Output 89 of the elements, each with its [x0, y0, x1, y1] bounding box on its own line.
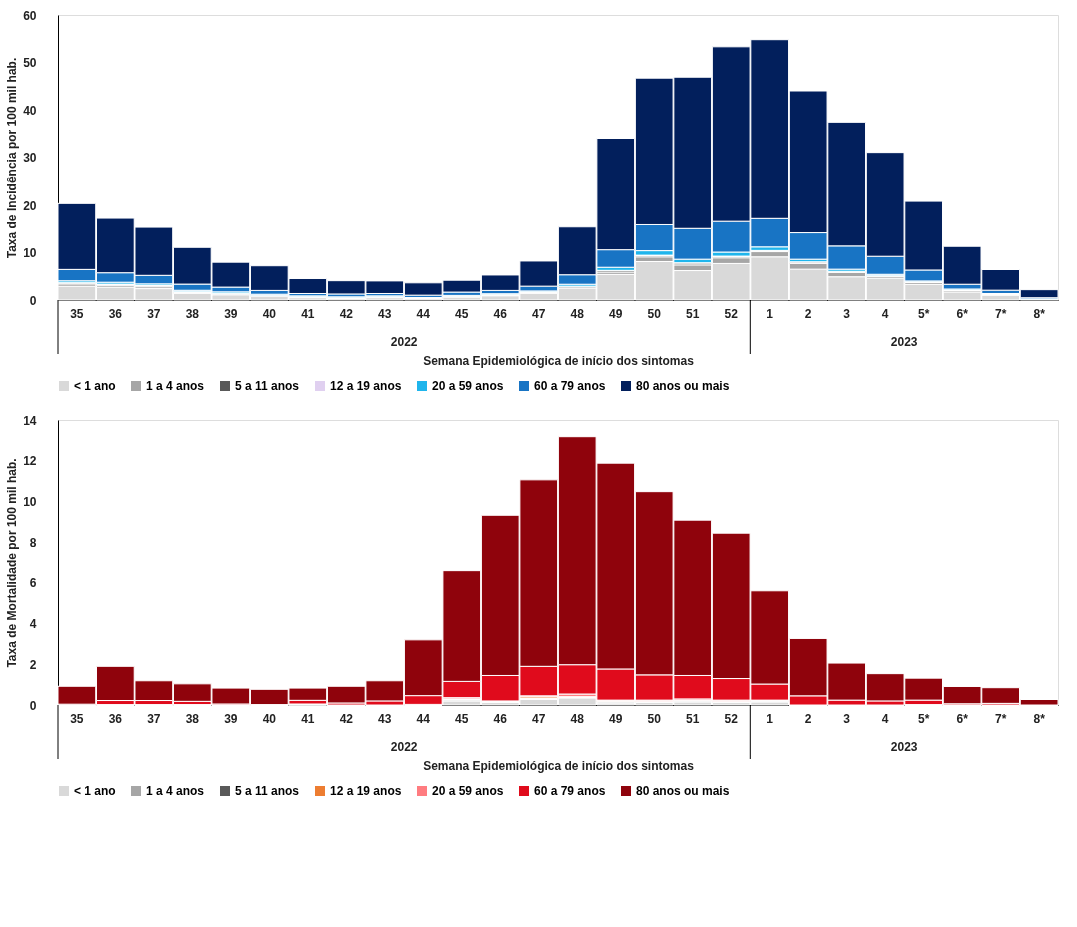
x-tick-label: 47 — [532, 306, 546, 321]
x-tick-label: 49 — [609, 306, 623, 321]
y-tick-label: 12 — [23, 454, 37, 469]
x-tick-label: 8* — [1033, 306, 1046, 321]
legend-label: 12 a 19 anos — [330, 784, 402, 798]
text: 2023 — [890, 740, 918, 754]
x-axis-title: Semana Epidemiológica de início dos sintomas — [423, 758, 695, 773]
y-tick-label: 30 — [23, 151, 37, 165]
legend-label: 80 anos ou mais — [636, 379, 730, 393]
x-tick-label: 40 — [262, 711, 277, 726]
x-tick-label: 39 — [224, 306, 238, 321]
x-tick-label: 1 — [766, 306, 774, 321]
x-tick-label: 49 — [609, 711, 623, 726]
legend-label: 12 a 19 anos — [330, 379, 402, 393]
x-tick-label: 35 — [70, 306, 84, 321]
y-tick-label: 2 — [29, 657, 37, 672]
x-tick-label: 8* — [1033, 711, 1046, 726]
x-tick-label: 7* — [994, 306, 1007, 321]
y-tick-label: 14 — [23, 413, 37, 428]
y-tick-label: 10 — [23, 246, 37, 260]
x-tick-label: 43 — [378, 306, 392, 321]
x-tick-label: 42 — [339, 711, 354, 726]
x-tick-label: 38 — [185, 306, 200, 321]
y-tick-label: 4 — [29, 617, 37, 632]
y-tick-label: 20 — [23, 198, 37, 213]
x-tick-label: 7* — [994, 711, 1007, 726]
legend-label: 60 a 79 anos — [534, 784, 606, 798]
x-tick-label: 48 — [570, 306, 585, 321]
legend-label: < 1 ano — [74, 379, 116, 393]
y-tick-label: 0 — [29, 698, 37, 713]
x-tick-label: 3 — [843, 711, 851, 726]
legend-label: < 1 ano — [74, 784, 116, 798]
legend-label: 20 a 59 anos — [432, 784, 504, 798]
x-tick-label: 51 — [686, 306, 700, 321]
y-tick-label: 50 — [23, 56, 37, 70]
y-tick-label: 10 — [23, 494, 37, 509]
x-tick-label: 47 — [532, 711, 546, 726]
text: 2022 — [390, 740, 418, 754]
x-tick-label: 46 — [493, 711, 508, 726]
legend-label: 80 anos ou mais — [636, 784, 730, 798]
x-tick-label: 5* — [917, 306, 930, 321]
y-tick-label: 60 — [23, 8, 37, 23]
x-tick-label: 50 — [647, 306, 662, 321]
x-tick-label: 5* — [917, 711, 930, 726]
x-tick-label: 2 — [804, 306, 812, 321]
x-tick-label: 48 — [570, 711, 585, 726]
x-tick-label: 45 — [455, 711, 469, 726]
y-tick-label: 40 — [23, 103, 37, 118]
legend-label: 60 a 79 anos — [534, 379, 606, 393]
x-tick-label: 6* — [956, 711, 969, 726]
x-tick-label: 41 — [301, 306, 315, 321]
x-tick-label: 37 — [147, 711, 161, 726]
legend-label: 20 a 59 anos — [432, 379, 504, 393]
x-tick-label: 42 — [339, 306, 354, 321]
x-tick-label: 38 — [185, 711, 200, 726]
x-tick-label: 4 — [881, 306, 889, 321]
y-tick-label: 0 — [29, 293, 37, 308]
x-tick-label: 6* — [956, 306, 969, 321]
x-tick-label: 1 — [766, 711, 774, 726]
y-tick-label: 8 — [29, 535, 37, 550]
legend-label: 5 a 11 anos — [235, 379, 300, 393]
y-axis-title: Taxa de Mortalidade por 100 mil hab. — [5, 458, 20, 668]
x-tick-label: 51 — [686, 711, 700, 726]
x-tick-label: 36 — [108, 711, 123, 726]
x-tick-label: 2 — [804, 711, 812, 726]
x-tick-label: 52 — [724, 306, 739, 321]
x-tick-label: 4 — [881, 711, 889, 726]
legend-label: 1 a 4 anos — [146, 379, 205, 393]
x-axis-title: Semana Epidemiológica de início dos sintomas — [423, 353, 695, 368]
x-tick-label: 35 — [70, 711, 84, 726]
legend-label: 5 a 11 anos — [235, 784, 300, 798]
x-tick-label: 39 — [224, 711, 238, 726]
x-tick-label: 44 — [416, 306, 431, 321]
x-tick-label: 46 — [493, 306, 508, 321]
x-tick-label: 3 — [843, 306, 851, 321]
x-tick-label: 41 — [301, 711, 315, 726]
x-tick-label: 52 — [724, 711, 739, 726]
x-tick-label: 45 — [455, 306, 469, 321]
x-tick-label: 50 — [647, 711, 662, 726]
x-tick-label: 36 — [108, 306, 123, 321]
text: 2022 — [390, 335, 418, 349]
y-tick-label: 6 — [29, 576, 37, 591]
text: 2023 — [890, 335, 918, 349]
y-axis-title: Taxa de Incidência por 100 mil hab. — [5, 57, 20, 259]
x-tick-label: 43 — [378, 711, 392, 726]
x-tick-label: 37 — [147, 306, 161, 321]
x-tick-label: 40 — [262, 306, 277, 321]
x-tick-label: 44 — [416, 711, 431, 726]
legend-label: 1 a 4 anos — [146, 784, 205, 798]
